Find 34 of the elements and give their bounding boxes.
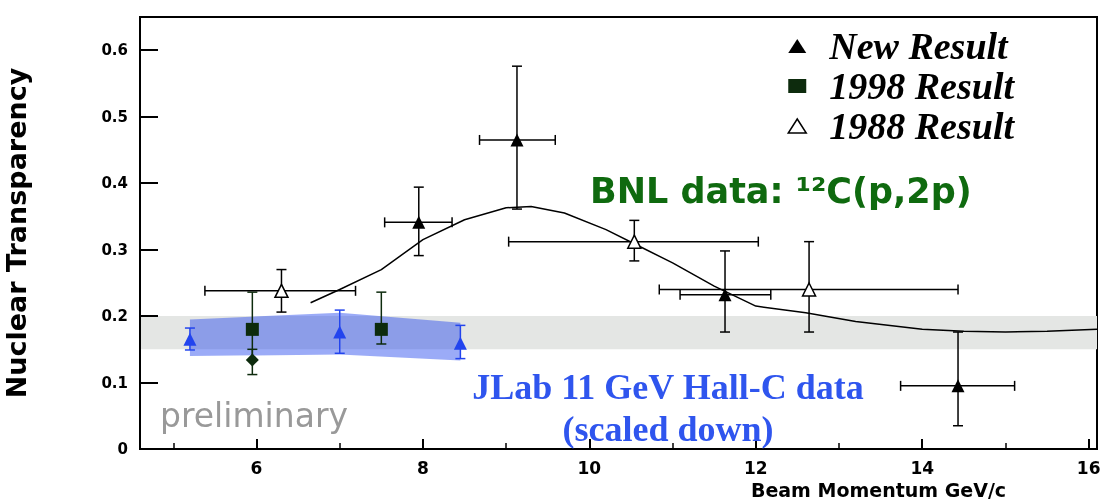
point [374, 322, 388, 336]
x-tick-label: 14 [910, 457, 935, 478]
point [801, 282, 817, 297]
point [412, 215, 426, 229]
legend-label: 1998 Result [829, 65, 1016, 107]
y-tick-label: 0.6 [101, 41, 128, 60]
x-axis-title: Beam Momentum GeV/c [750, 479, 1007, 501]
legend-label: New Result [828, 25, 1010, 67]
y-tick-label: 0.3 [101, 240, 128, 259]
y-tick-label: 0.4 [101, 174, 128, 193]
point [245, 322, 259, 336]
point [453, 336, 467, 350]
point [245, 353, 259, 367]
y-tick-label: 0.5 [101, 107, 128, 126]
point [627, 234, 642, 249]
x-tick-label: 10 [577, 457, 602, 478]
x-tick-label: 12 [743, 457, 768, 478]
point [718, 288, 732, 302]
y-tick-label: 0.1 [101, 373, 128, 392]
legend-label: 1988 Result [829, 105, 1016, 147]
y-axis-title: Nuclear Transparency [1, 67, 32, 399]
annotation: preliminary [160, 395, 348, 435]
annotation: BNL data: ¹²C(p,2p) [590, 171, 972, 211]
y-tick-label: 0 [117, 440, 128, 458]
point [274, 283, 289, 299]
x-tick-label: 16 [1076, 457, 1101, 478]
annotation: JLab 11 GeV Hall-C data (scaled down) [472, 367, 864, 449]
y-tick-label: 0.2 [101, 307, 128, 326]
x-tick-label: 6 [250, 457, 263, 478]
point [510, 133, 524, 147]
point [333, 325, 347, 339]
point [951, 379, 965, 393]
point [183, 332, 197, 346]
x-tick-label: 8 [417, 457, 429, 478]
